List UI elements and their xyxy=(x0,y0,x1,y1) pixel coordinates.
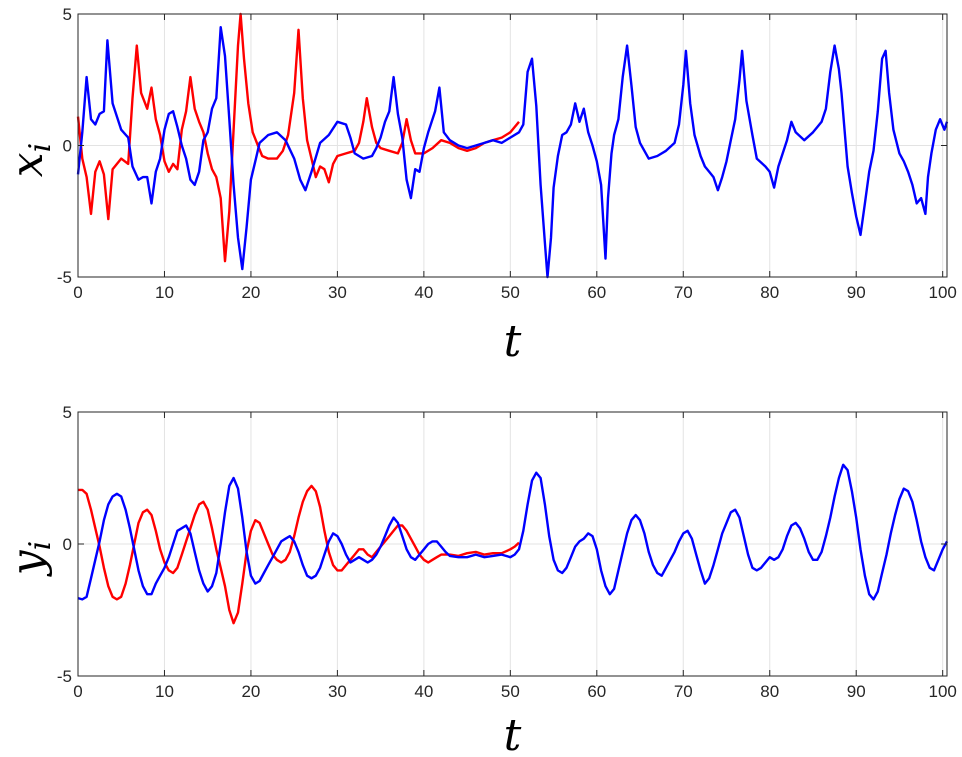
x-tick-label: 10 xyxy=(155,283,174,302)
series-line-red xyxy=(78,484,520,625)
y-axis-label-main: x xyxy=(2,152,53,177)
x-tick-label: 70 xyxy=(674,682,693,701)
x-tick-label: 60 xyxy=(587,283,606,302)
x-tick-label: 60 xyxy=(587,682,606,701)
x-tick-label: 50 xyxy=(501,283,520,302)
x-tick-label: 30 xyxy=(328,283,347,302)
x-tick-label: 10 xyxy=(155,682,174,701)
series-line-blue xyxy=(77,463,949,601)
y-tick-label: 5 xyxy=(63,403,72,422)
y-axis-label-subscript: i xyxy=(23,143,58,153)
x-axis-label: t xyxy=(504,710,522,757)
x-tick-label: 20 xyxy=(241,682,260,701)
x-tick-label: 80 xyxy=(760,283,779,302)
y-tick-label: 5 xyxy=(63,5,72,24)
y-tick-label: 0 xyxy=(63,535,72,554)
y-tick-label: -5 xyxy=(57,268,72,287)
x-tick-label: 40 xyxy=(414,682,433,701)
x-tick-label: 40 xyxy=(414,283,433,302)
x-tick-label: 20 xyxy=(241,283,260,302)
x-tick-label: 100 xyxy=(928,283,956,302)
x-tick-label: 0 xyxy=(73,682,82,701)
x-tick-label: 90 xyxy=(847,283,866,302)
y-axis-label-subscript: i xyxy=(23,541,58,551)
y-axis-label-main: y xyxy=(2,549,53,577)
x-tick-label: 80 xyxy=(760,682,779,701)
y-axis-label: xi xyxy=(2,143,58,177)
x-axis-label: t xyxy=(504,316,522,367)
x-tick-label: 90 xyxy=(847,682,866,701)
y-tick-label: 0 xyxy=(63,137,72,156)
series-line-red xyxy=(76,12,520,263)
x-tick-label: 50 xyxy=(501,682,520,701)
x-tick-label: 0 xyxy=(73,283,82,302)
x-tick-label: 100 xyxy=(928,682,956,701)
series-line-blue xyxy=(76,26,949,279)
x-tick-label: 70 xyxy=(674,283,693,302)
y-axis-label: yi xyxy=(2,541,58,577)
x-tick-label: 30 xyxy=(328,682,347,701)
y-tick-label: -5 xyxy=(57,667,72,686)
